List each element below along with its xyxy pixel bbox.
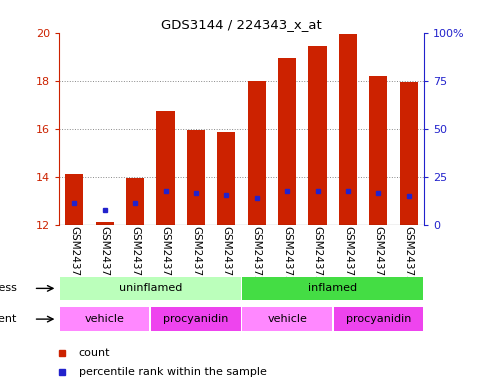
Bar <box>334 307 423 331</box>
Bar <box>243 307 332 331</box>
Text: stress: stress <box>0 283 17 293</box>
Bar <box>400 82 418 225</box>
Bar <box>339 34 357 225</box>
Bar <box>217 132 236 225</box>
Bar <box>369 76 387 225</box>
Text: percentile rank within the sample: percentile rank within the sample <box>79 367 267 377</box>
Text: vehicle: vehicle <box>267 314 307 324</box>
Bar <box>96 222 114 225</box>
Bar <box>247 81 266 225</box>
Title: GDS3144 / 224343_x_at: GDS3144 / 224343_x_at <box>161 18 322 31</box>
Text: procyanidin: procyanidin <box>346 314 411 324</box>
Bar <box>278 58 296 225</box>
Text: procyanidin: procyanidin <box>163 314 229 324</box>
Text: vehicle: vehicle <box>85 314 125 324</box>
Bar <box>65 174 83 225</box>
Bar <box>151 307 241 331</box>
Bar <box>60 307 149 331</box>
Bar <box>309 46 327 225</box>
Text: count: count <box>79 348 110 358</box>
Text: uninflamed: uninflamed <box>119 283 182 293</box>
Bar <box>156 111 175 225</box>
Text: agent: agent <box>0 314 17 324</box>
Bar <box>126 178 144 225</box>
Bar <box>187 130 205 225</box>
Text: inflamed: inflamed <box>308 283 357 293</box>
Bar <box>243 276 423 300</box>
Bar <box>60 276 241 300</box>
